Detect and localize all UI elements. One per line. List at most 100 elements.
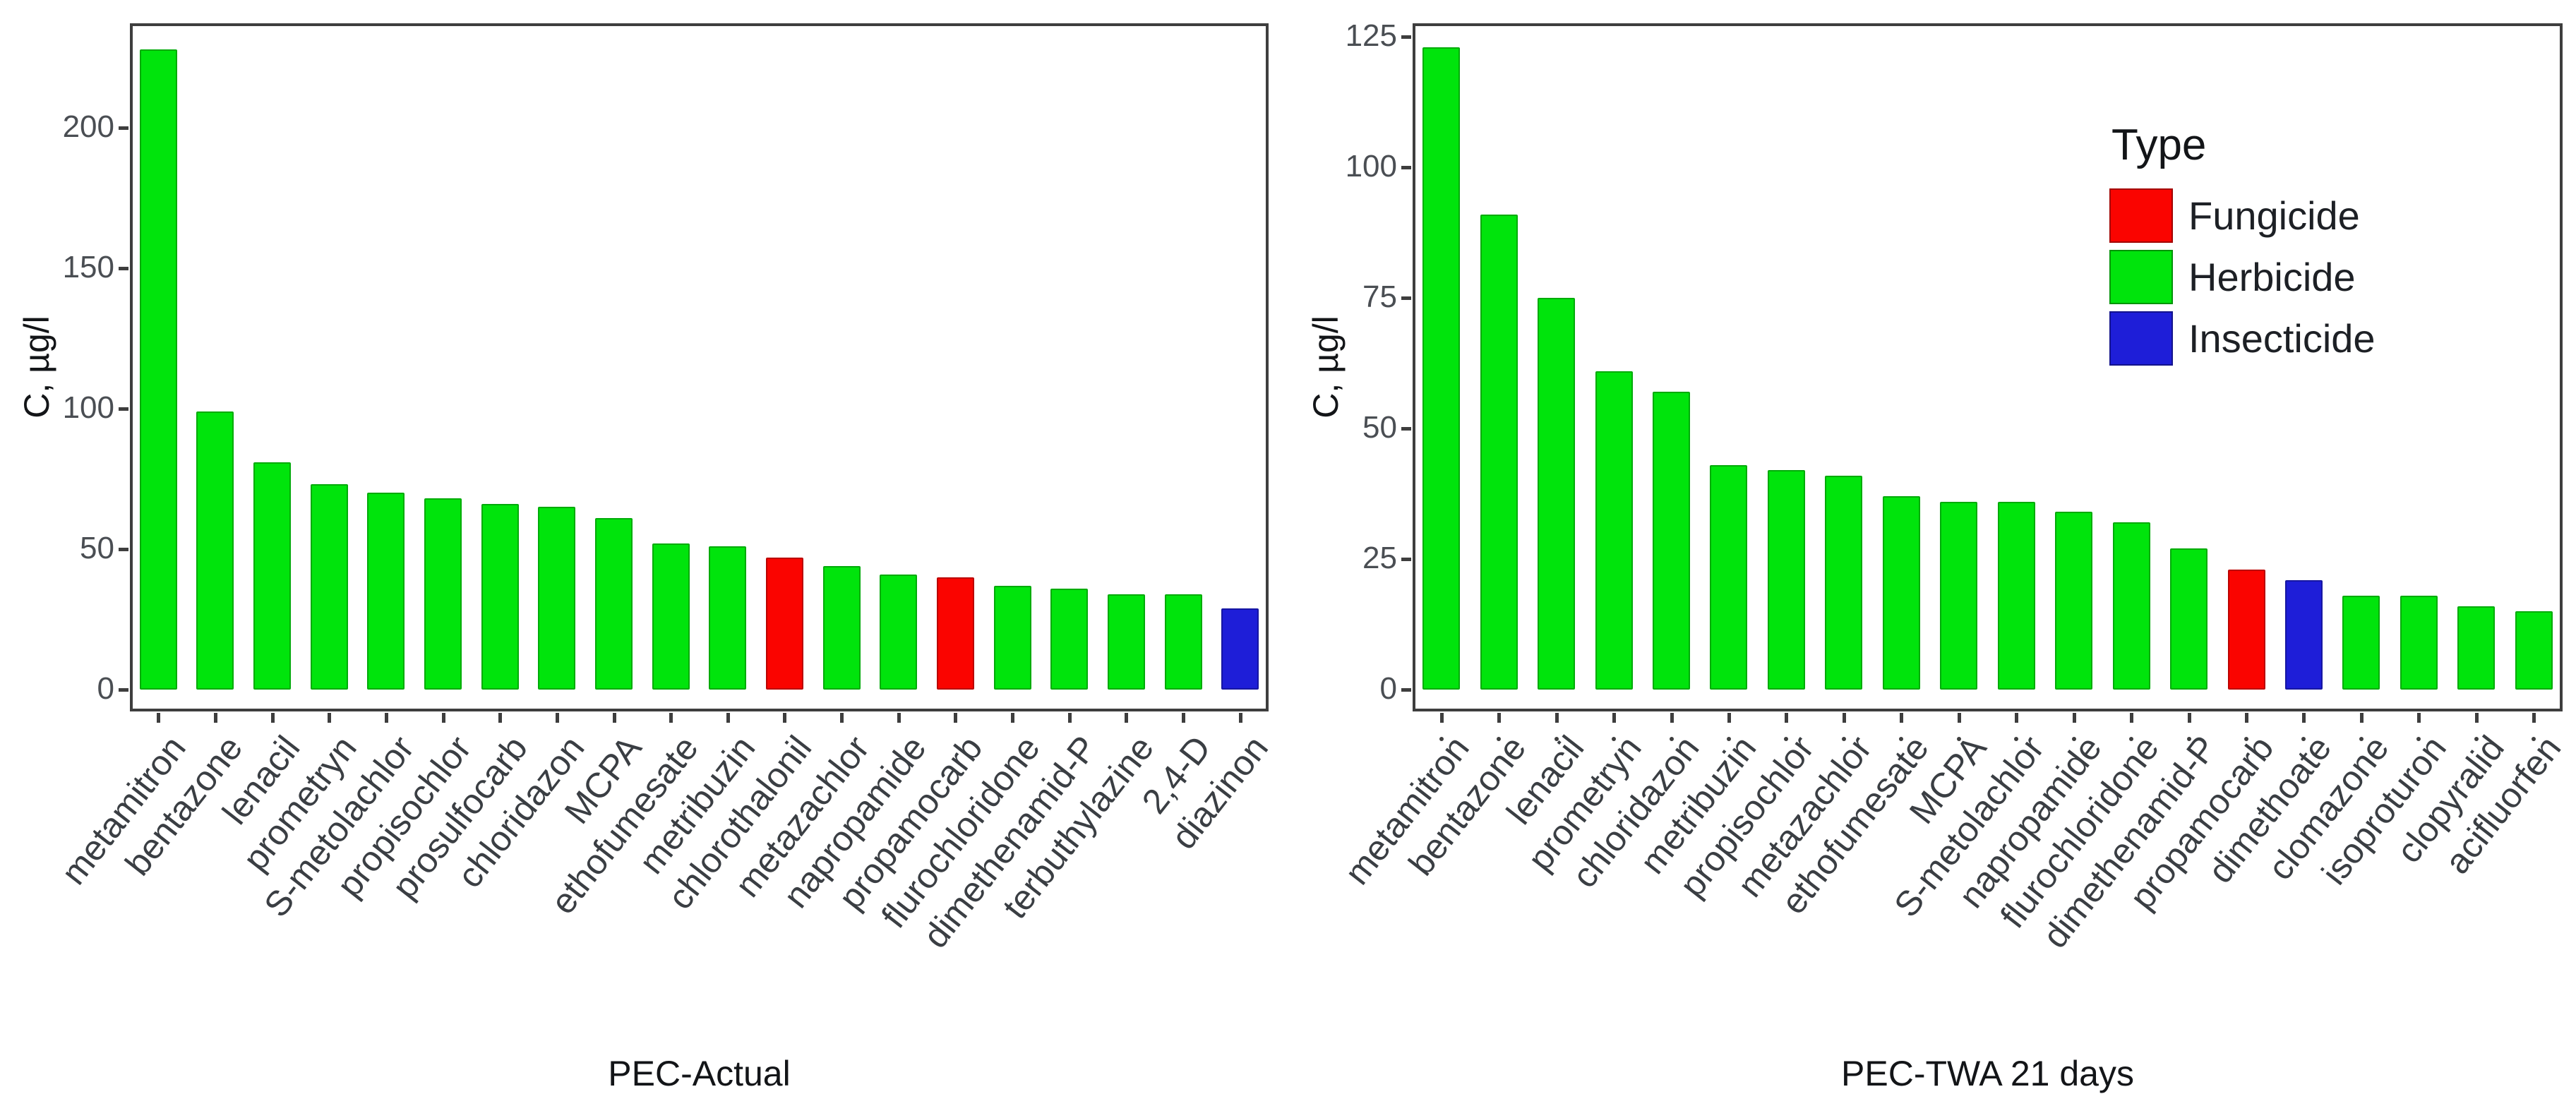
bar-metazachlor xyxy=(1825,476,1862,690)
x-tick-mark xyxy=(2360,713,2364,723)
y-tick-label: 125 xyxy=(1345,18,1397,54)
x-tick-mark xyxy=(1125,713,1128,723)
x-tick-dot xyxy=(1439,737,1444,741)
bar-chloridazon xyxy=(538,507,575,690)
bar-s-metolachlor xyxy=(1998,502,2035,690)
y-tick-mark xyxy=(1401,296,1411,300)
bar-mcpa xyxy=(595,518,633,690)
bar-propamocarb xyxy=(937,577,974,690)
bar-ethofumesate xyxy=(1883,496,1920,690)
x-tick-dot xyxy=(1727,737,1731,741)
x-tick-mark xyxy=(1555,713,1559,723)
x-tick-mark xyxy=(897,713,901,723)
x-tick-mark xyxy=(1670,713,1674,723)
bar-napropamide xyxy=(880,575,917,690)
bar-flurochloridone xyxy=(994,586,1031,690)
x-tick-dot xyxy=(2187,737,2191,741)
x-tick-mark xyxy=(1440,713,1444,723)
x-tick-mark xyxy=(954,713,957,723)
legend-item-label: Fungicide xyxy=(2188,193,2360,238)
x-tick-mark xyxy=(669,713,673,723)
plot-panel xyxy=(1413,23,2563,711)
plot-panel xyxy=(130,23,1269,711)
bar-chlorothalonil xyxy=(766,558,803,690)
x-tick-dot xyxy=(1842,737,1846,741)
legend-item-fungicide: Fungicide xyxy=(2109,188,2360,243)
bar-terbuthylazine xyxy=(1108,594,1145,690)
x-tick-mark xyxy=(157,713,160,723)
x-tick-mark xyxy=(1239,713,1242,723)
bar-prometryn xyxy=(1595,371,1633,690)
bar-bentazone xyxy=(1480,215,1518,690)
legend-item-herbicide: Herbicide xyxy=(2109,250,2356,304)
x-tick-dot xyxy=(2301,737,2306,741)
insecticide-color-swatch xyxy=(2109,311,2173,366)
x-tick-mark xyxy=(2475,713,2479,723)
y-tick-label: 150 xyxy=(62,250,114,285)
herbicide-color-swatch xyxy=(2109,250,2173,304)
legend-item-label: Herbicide xyxy=(2188,254,2356,299)
bar-metribuzin xyxy=(709,546,746,690)
bar-napropamide xyxy=(2055,512,2092,690)
x-tick-dot xyxy=(2416,737,2421,741)
x-tick-mark xyxy=(1011,713,1014,723)
x-tick-mark xyxy=(328,713,331,723)
bar-diazinon xyxy=(1221,608,1259,690)
x-tick-dot xyxy=(2129,737,2133,741)
y-tick-mark xyxy=(119,407,128,411)
y-tick-mark xyxy=(1401,558,1411,561)
x-tick-mark xyxy=(1182,713,1185,723)
bar-metazachlor xyxy=(823,566,861,690)
x-tick-mark xyxy=(613,713,616,723)
bar-metribuzin xyxy=(1710,465,1747,690)
y-tick-mark xyxy=(1401,35,1411,39)
y-tick-mark xyxy=(119,548,128,551)
x-tick-mark xyxy=(1958,713,1961,723)
x-tick-mark xyxy=(271,713,275,723)
y-axis-title: C, µg/l xyxy=(1306,315,1346,419)
bar-2-4-d xyxy=(1165,594,1202,690)
y-tick-mark xyxy=(119,267,128,270)
legend-item-insecticide: Insecticide xyxy=(2109,311,2376,366)
x-tick-mark xyxy=(1900,713,1903,723)
x-tick-mark xyxy=(2532,713,2536,723)
x-tick-dot xyxy=(1957,737,1961,741)
x-tick-dot xyxy=(1497,737,1501,741)
x-tick-mark xyxy=(2130,713,2133,723)
x-tick-mark xyxy=(840,713,844,723)
y-tick-label: 0 xyxy=(1379,671,1397,707)
x-tick-mark xyxy=(442,713,445,723)
x-tick-mark xyxy=(556,713,559,723)
bar-s-metolachlor xyxy=(367,493,405,690)
x-tick-mark xyxy=(1497,713,1501,723)
legend-title: Type xyxy=(2111,121,2207,169)
y-tick-label: 100 xyxy=(1345,149,1397,184)
y-tick-label: 0 xyxy=(97,671,114,707)
bar-flurochloridone xyxy=(2113,522,2150,690)
bar-clopyralid xyxy=(2457,606,2495,690)
y-tick-mark xyxy=(119,126,128,130)
x-tick-mark xyxy=(2015,713,2018,723)
bar-prosulfocarb xyxy=(481,504,519,690)
bar-bentazone xyxy=(196,411,234,690)
x-tick-dot xyxy=(1784,737,1788,741)
bar-chloridazon xyxy=(1653,392,1690,690)
bar-prometryn xyxy=(311,484,348,690)
fungicide-color-swatch xyxy=(2109,188,2173,243)
x-tick-dot xyxy=(2072,737,2076,741)
y-tick-label: 100 xyxy=(62,390,114,426)
bar-metamitron xyxy=(1422,47,1460,690)
bar-lenacil xyxy=(1538,298,1575,690)
x-tick-mark xyxy=(385,713,388,723)
x-tick-mark xyxy=(1843,713,1846,723)
bar-dimethenamid-p xyxy=(2170,548,2207,690)
x-tick-mark xyxy=(2073,713,2076,723)
x-tick-mark xyxy=(498,713,502,723)
bar-metamitron xyxy=(140,49,177,690)
y-tick-mark xyxy=(1401,427,1411,431)
x-tick-dot xyxy=(1670,737,1674,741)
bar-mcpa xyxy=(1940,502,1977,690)
y-tick-mark xyxy=(119,688,128,692)
